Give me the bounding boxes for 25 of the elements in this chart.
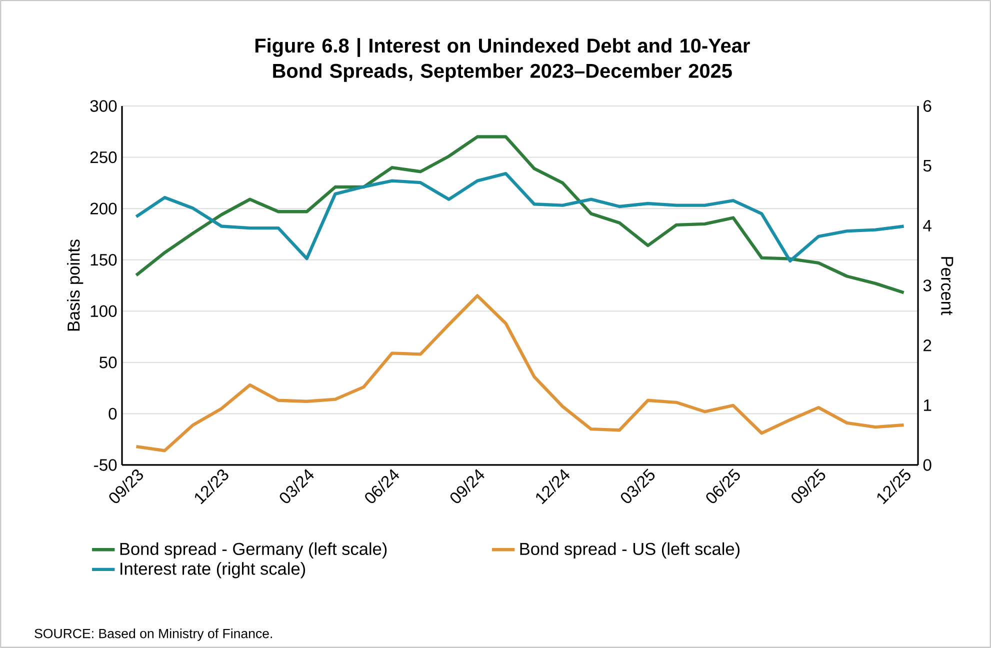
chart-title: Figure 6.8 | Interest on Unindexed Debt and 10-Year Bond Spreads, September 2023–December 2025 <box>255 38 750 82</box>
y-tick-label: 50 <box>100 356 117 368</box>
y-tick-label: 300 <box>90 100 117 112</box>
legend-label: Interest rate (right scale) <box>120 562 306 578</box>
y-tick-label: 150 <box>90 254 117 266</box>
y-axis-title: Basis points <box>67 240 84 331</box>
line-series <box>134 294 906 452</box>
legend-label: Bond spread - Germany (left scale) <box>120 542 387 558</box>
y2-tick-label: 6 <box>924 100 932 112</box>
y-tick-label: 200 <box>90 202 117 214</box>
y2-tick-label: 1 <box>924 399 932 411</box>
y-tick-label: 250 <box>90 151 117 164</box>
y2-axis-title: Percent <box>941 257 954 316</box>
y-tick-label: 100 <box>90 305 117 318</box>
legend-label: Bond spread - US (left scale) <box>520 542 740 558</box>
y-tick-label: -50 <box>94 459 117 471</box>
y2-tick-label: 3 <box>923 280 932 292</box>
y2-tick-label: 4 <box>923 220 932 232</box>
line-series <box>134 172 906 263</box>
y2-tick-label: 2 <box>924 340 932 352</box>
source-note: SOURCE: Based on Ministry of Finance. <box>34 628 272 641</box>
y-tick-label: 0 <box>108 408 117 420</box>
y2-tick-label: 0 <box>923 459 932 471</box>
y2-tick-label: 5 <box>923 160 932 172</box>
line-series <box>134 135 906 294</box>
